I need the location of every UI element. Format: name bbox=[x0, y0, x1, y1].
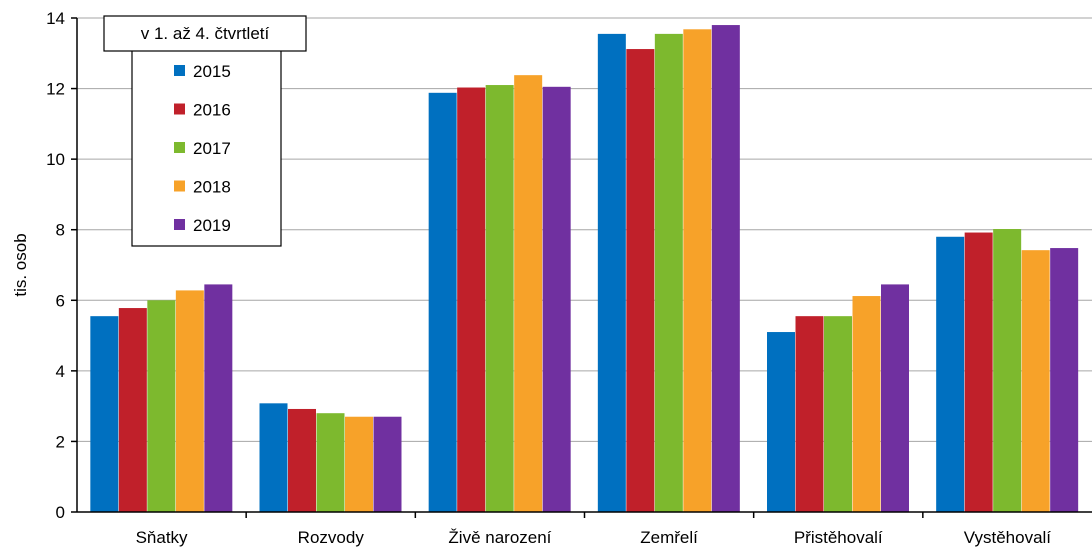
x-category-label: Rozvody bbox=[298, 528, 365, 547]
y-tick-label: 2 bbox=[56, 432, 65, 451]
y-tick-label: 0 bbox=[56, 503, 65, 522]
y-tick-label: 10 bbox=[46, 150, 65, 169]
bar bbox=[993, 229, 1022, 512]
legend-swatch bbox=[174, 180, 185, 192]
legend-title-box bbox=[103, 15, 307, 52]
legend-title: v 1. až 4. čtvrtletí bbox=[141, 24, 270, 43]
legend-label: 2018 bbox=[193, 178, 231, 197]
bar bbox=[204, 284, 233, 512]
legend-label: 2015 bbox=[193, 62, 231, 81]
bar bbox=[542, 86, 571, 513]
y-axis-ticks: 0 2 4 6 8 10 12 14 bbox=[46, 9, 77, 522]
x-category-label: Sňatky bbox=[136, 528, 188, 547]
y-tick-label: 12 bbox=[46, 80, 65, 99]
y-tick-label: 4 bbox=[56, 362, 65, 381]
legend-box bbox=[131, 41, 282, 247]
x-category-label: Vystěhovalí bbox=[964, 528, 1052, 547]
bar bbox=[175, 290, 204, 512]
bar bbox=[90, 316, 119, 512]
y-tick-label: 6 bbox=[56, 291, 65, 310]
x-category-label: Zemřelí bbox=[640, 528, 698, 547]
bar bbox=[514, 75, 543, 513]
legend-label: 2016 bbox=[193, 101, 231, 120]
x-category-label: Živě narození bbox=[448, 528, 551, 547]
bar bbox=[964, 232, 993, 512]
bar bbox=[597, 33, 626, 512]
bar bbox=[795, 316, 824, 512]
bar bbox=[373, 416, 402, 512]
y-tick-label: 14 bbox=[46, 9, 65, 28]
legend-swatch bbox=[174, 103, 185, 115]
bar bbox=[626, 49, 655, 513]
bars bbox=[90, 25, 1079, 513]
x-axis-categories: Sňatky Rozvody Živě narození Zemřelí Přistěh… bbox=[136, 512, 1052, 547]
bar bbox=[428, 92, 457, 512]
bar bbox=[852, 296, 881, 512]
bar bbox=[824, 316, 852, 512]
legend-swatch bbox=[174, 142, 185, 153]
bar bbox=[1050, 248, 1079, 512]
legend: 2015 2016 2017 2018 2019 v 1. až 4. čtvrtletí bbox=[103, 15, 307, 247]
legend-label: 2017 bbox=[193, 139, 231, 158]
y-tick-label: 8 bbox=[56, 221, 65, 240]
bar bbox=[881, 284, 909, 512]
legend-swatch bbox=[174, 219, 185, 230]
bar bbox=[259, 403, 288, 512]
bar bbox=[711, 25, 740, 513]
x-category-label: Přistěhovalí bbox=[794, 528, 883, 547]
bar bbox=[767, 332, 795, 512]
legend-swatch bbox=[174, 65, 185, 76]
bar bbox=[316, 413, 345, 512]
legend-label: 2019 bbox=[193, 216, 231, 235]
bar bbox=[345, 416, 373, 512]
bar bbox=[654, 33, 683, 512]
bar bbox=[683, 29, 712, 512]
bar bbox=[936, 236, 965, 512]
bar bbox=[1021, 250, 1050, 512]
bar bbox=[147, 300, 176, 512]
bar bbox=[457, 87, 486, 513]
bar bbox=[118, 308, 147, 512]
y-axis-label: tis. osob bbox=[11, 233, 30, 296]
bar bbox=[288, 408, 316, 512]
bar bbox=[485, 85, 514, 513]
